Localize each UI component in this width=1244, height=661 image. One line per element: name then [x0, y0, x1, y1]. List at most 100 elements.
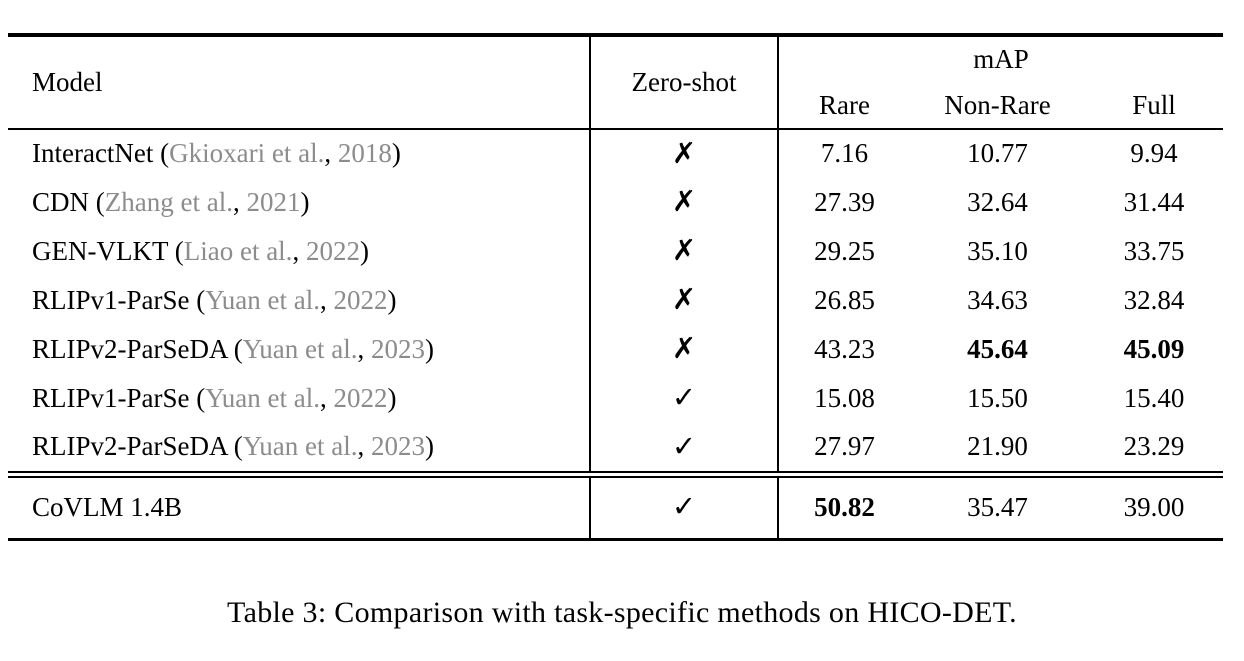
citation-year: 2021: [246, 186, 301, 217]
citation-year: 2022: [305, 235, 360, 266]
citation-year: 2023: [370, 333, 425, 364]
full-value: 32.84: [1123, 284, 1185, 315]
citation-year: 2023: [370, 431, 425, 462]
full-value: 31.44: [1123, 186, 1185, 217]
table-row: InteractNet (Gkioxari et al., 2018) ✗ 7.…: [8, 129, 1223, 178]
column-header-rare: Rare: [819, 89, 870, 120]
table-caption: Table 3: Comparison with task-specific m…: [227, 596, 1017, 629]
check-icon: ✓: [671, 428, 697, 463]
non-rare-value: 32.64: [967, 186, 1028, 217]
citation-authors: Yuan et al.: [242, 431, 358, 462]
table-row: CDN (Zhang et al., 2021) ✗ 27.39 32.64 3…: [8, 178, 1223, 227]
citation-comma: ,: [292, 235, 300, 266]
citation-authors: Gkioxari et al.: [169, 138, 325, 169]
non-rare-value: 45.64: [967, 333, 1028, 364]
rare-value: 26.85: [814, 284, 875, 315]
citation-comma: ,: [319, 284, 327, 315]
non-rare-value: 35.10: [967, 235, 1028, 266]
citation-authors: Yuan et al.: [242, 333, 358, 364]
non-rare-value: 10.77: [967, 138, 1028, 169]
full-value: 15.40: [1123, 382, 1185, 413]
rare-value: 43.23: [814, 333, 875, 364]
table-row: RLIPv2-ParSeDA (Yuan et al., 2023) ✓ 27.…: [8, 423, 1223, 472]
results-table: Model Zero-shot mAP Rare Non-Rare Full I…: [8, 33, 1223, 541]
citation-close-paren: ): [300, 186, 310, 217]
citation-open-paren: (: [196, 284, 206, 315]
model-cell: CoVLM 1.4B: [8, 477, 590, 539]
non-rare-value: 21.90: [967, 431, 1028, 462]
zero-shot-cell: ✗: [589, 178, 779, 227]
full-value: 23.29: [1123, 431, 1185, 462]
check-icon: ✓: [671, 489, 697, 524]
citation-close-paren: ): [424, 333, 434, 364]
citation-comma: ,: [232, 186, 240, 217]
citation-close-paren: ): [391, 138, 401, 169]
model-cell: RLIPv1-ParSe (Yuan et al., 2022): [8, 374, 590, 423]
citation-open-paren: (: [233, 333, 243, 364]
full-value: 45.09: [1123, 333, 1185, 364]
cross-icon: ✗: [671, 282, 697, 317]
full-value: 33.75: [1123, 235, 1185, 266]
cross-icon: ✗: [671, 331, 697, 366]
citation-year: 2022: [333, 382, 388, 413]
cross-icon: ✗: [671, 233, 697, 268]
section-divider-rule: [8, 471, 1223, 478]
cross-icon: ✗: [671, 184, 697, 219]
model-name: RLIPv2-ParSeDA: [32, 333, 227, 364]
citation-close-paren: ): [387, 382, 397, 413]
zero-shot-cell: ✗: [589, 325, 779, 374]
rare-value: 29.25: [814, 235, 875, 266]
model-name: RLIPv1-ParSe: [32, 382, 190, 413]
citation-year: 2022: [333, 284, 388, 315]
model-name: CoVLM 1.4B: [32, 491, 183, 522]
table-row-covlm: CoVLM 1.4B ✓ 50.82 35.47 39.00: [8, 477, 1223, 539]
citation-authors: Zhang et al.: [104, 186, 233, 217]
rare-value: 15.08: [814, 382, 875, 413]
rare-value: 7.16: [820, 138, 869, 169]
citation-close-paren: ): [359, 235, 369, 266]
citation-open-paren: (: [196, 382, 206, 413]
rare-value: 27.97: [814, 431, 875, 462]
citation-open-paren: (: [95, 186, 105, 217]
model-cell: InteractNet (Gkioxari et al., 2018): [8, 129, 590, 178]
zero-shot-cell: ✓: [589, 423, 779, 472]
column-header-full: Full: [1132, 89, 1176, 120]
model-name: InteractNet: [32, 138, 154, 169]
zero-shot-cell: ✓: [589, 477, 779, 539]
citation-authors: Liao et al.: [183, 235, 293, 266]
full-value: 9.94: [1130, 138, 1178, 169]
model-name: CDN: [32, 186, 90, 217]
citation-comma: ,: [357, 431, 365, 462]
rare-value: 27.39: [814, 186, 875, 217]
column-header-non-rare: Non-Rare: [944, 89, 1051, 120]
non-rare-value: 34.63: [967, 284, 1028, 315]
rare-value: 50.82: [814, 491, 875, 522]
citation-authors: Yuan et al.: [205, 284, 320, 315]
citation-open-paren: (: [174, 235, 184, 266]
zero-shot-cell: ✗: [589, 227, 779, 276]
table-header: Model Zero-shot mAP Rare Non-Rare Full: [8, 35, 1223, 129]
column-header-zero-shot: Zero-shot: [589, 35, 779, 129]
cross-icon: ✗: [671, 135, 697, 170]
citation-comma: ,: [319, 382, 327, 413]
citation-comma: ,: [357, 333, 365, 364]
citation-close-paren: ): [424, 431, 434, 462]
non-rare-value: 35.47: [967, 491, 1028, 522]
citation-comma: ,: [324, 138, 332, 169]
citation-open-paren: (: [160, 138, 170, 169]
model-name: RLIPv2-ParSeDA: [32, 431, 227, 462]
model-name: GEN-VLKT: [32, 235, 168, 266]
column-group-header-map: mAP: [973, 44, 1029, 75]
full-value: 39.00: [1123, 491, 1185, 522]
model-cell: RLIPv2-ParSeDA (Yuan et al., 2023): [8, 325, 590, 374]
table-row: RLIPv2-ParSeDA (Yuan et al., 2023) ✗ 43.…: [8, 325, 1223, 374]
citation-authors: Yuan et al.: [205, 382, 320, 413]
column-header-model: Model: [32, 66, 103, 97]
model-cell: RLIPv2-ParSeDA (Yuan et al., 2023): [8, 423, 590, 472]
model-cell: CDN (Zhang et al., 2021): [8, 178, 590, 227]
table-row: RLIPv1-ParSe (Yuan et al., 2022) ✗ 26.85…: [8, 276, 1223, 325]
citation-close-paren: ): [387, 284, 397, 315]
table-row: RLIPv1-ParSe (Yuan et al., 2022) ✓ 15.08…: [8, 374, 1223, 423]
zero-shot-cell: ✓: [589, 374, 779, 423]
